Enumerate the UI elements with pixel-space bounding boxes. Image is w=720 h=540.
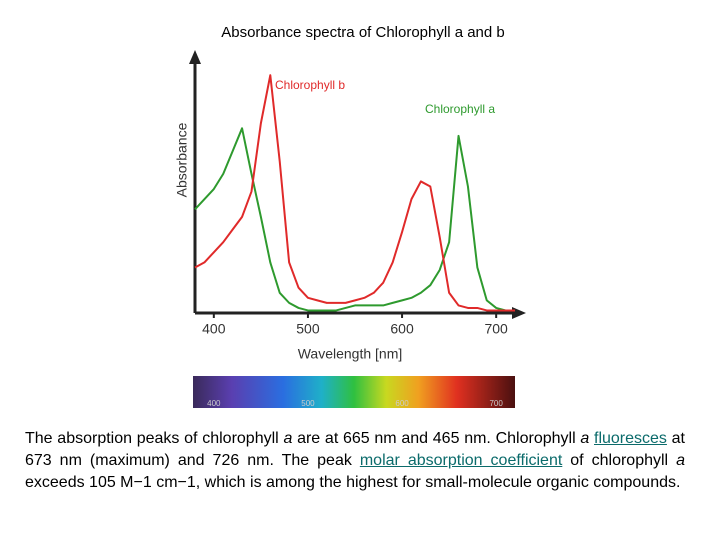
x-tick-label: 400 bbox=[202, 321, 226, 337]
caption-link[interactable]: fluoresces bbox=[594, 430, 667, 447]
caption: The absorption peaks of chlorophyll a ar… bbox=[25, 428, 685, 494]
spectrum-tick-label: 400 bbox=[207, 399, 221, 408]
spectrum-tick-label: 600 bbox=[395, 399, 409, 408]
series-label: Chlorophyll a bbox=[425, 102, 495, 116]
caption-italic: a bbox=[580, 430, 590, 447]
caption-italic: a bbox=[676, 452, 685, 469]
chart-title: Absorbance spectra of Chlorophyll a and … bbox=[221, 24, 505, 41]
caption-plain: of chlorophyll bbox=[562, 452, 677, 469]
x-axis-label: Wavelength [nm] bbox=[298, 346, 403, 362]
caption-italic: a bbox=[283, 430, 293, 447]
spectrum-tick-label: 700 bbox=[489, 399, 503, 408]
caption-plain: exceeds 105 M−1 cm−1, which is among the… bbox=[25, 474, 681, 491]
line bbox=[194, 127, 515, 312]
spectrum-bar bbox=[193, 376, 515, 408]
x-tick-label: 700 bbox=[484, 321, 508, 337]
chart: Absorbance spectra of Chlorophyll a and … bbox=[174, 24, 526, 408]
y-axis-label: Absorbance bbox=[174, 122, 190, 197]
spectrum-tick-label: 500 bbox=[301, 399, 315, 408]
caption-plain: The absorption peaks of chlorophyll bbox=[25, 430, 284, 447]
series-label: Chlorophyll b bbox=[275, 78, 345, 92]
caption-plain: are at 665 nm and 465 nm. Chlorophyll bbox=[292, 430, 581, 447]
caption-plain: at 673 nm (maximum) and 726 nm. The peak bbox=[25, 430, 685, 469]
x-tick-label: 500 bbox=[296, 321, 320, 337]
x-tick-label: 600 bbox=[390, 321, 414, 337]
caption-link[interactable]: molar absorption coefficient bbox=[359, 452, 563, 469]
x-axis-arrow bbox=[512, 307, 526, 319]
line bbox=[194, 74, 515, 312]
y-axis-arrow bbox=[189, 50, 201, 64]
